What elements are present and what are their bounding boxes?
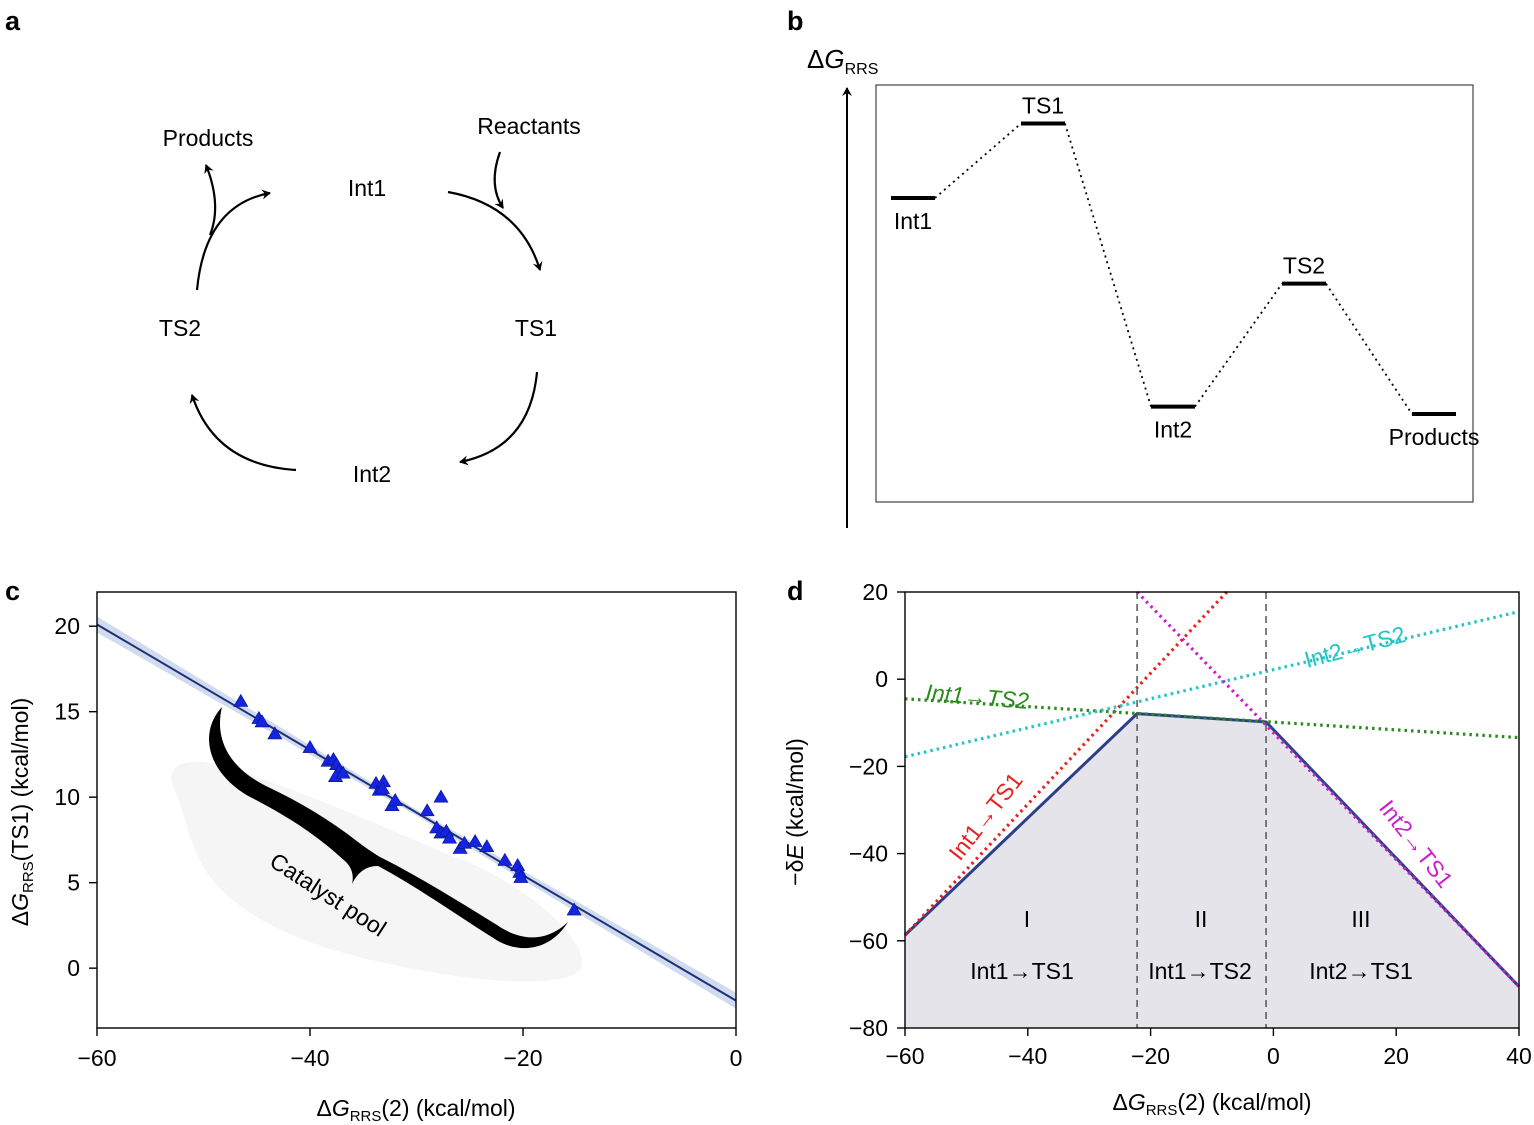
panel-d: d −60 −40 −20 0 20 40200−20−40−60−80ΔGRRS(2) … xyxy=(782,576,1532,1119)
feasible-region-fill xyxy=(905,713,1519,1028)
region-2-numeral: II xyxy=(1195,906,1208,932)
level-label-int1: Int1 xyxy=(894,208,932,234)
x-tick-label: −20 xyxy=(1131,1043,1170,1069)
data-point xyxy=(267,726,283,740)
data-point xyxy=(374,781,390,794)
arrow-products-out xyxy=(204,164,217,236)
panel-a-label: a xyxy=(5,6,21,36)
level-label-ts1: TS1 xyxy=(1022,93,1064,119)
node-reactants: Reactants xyxy=(477,113,581,139)
data-point xyxy=(254,714,270,728)
data-point xyxy=(441,830,458,844)
y-tick-label: −20 xyxy=(849,753,888,779)
profile-connector xyxy=(1194,283,1283,408)
scatter-plot: −60 −40 −20 0 0 5 10 15 20 ΔGRRS(2) (kcal/mol) ΔGR… xyxy=(7,591,743,1125)
y-tick-label: 0 xyxy=(67,955,80,981)
data-point xyxy=(335,765,351,779)
x-tick-label: −40 xyxy=(1008,1043,1047,1069)
node-int1: Int1 xyxy=(348,175,386,201)
node-products: Products xyxy=(163,125,254,151)
data-point xyxy=(497,852,513,866)
data-point xyxy=(479,839,495,853)
profile-connector xyxy=(1325,283,1413,415)
energy-profile: Int1 TS1 Int2 TS2 Products xyxy=(891,93,1480,450)
panel-d-label: d xyxy=(787,576,804,606)
data-point xyxy=(302,739,318,753)
energy-axis-title: ΔGRRS xyxy=(807,44,878,78)
node-ts2: TS2 xyxy=(159,315,201,341)
panel-c-label: c xyxy=(5,576,20,606)
y-tick-label: 5 xyxy=(67,870,80,896)
x-tick-label: −60 xyxy=(885,1043,924,1069)
x-tick-label: −60 xyxy=(77,1045,116,1071)
data-point xyxy=(467,834,483,847)
arrow-ts1-to-int2 xyxy=(459,371,539,466)
arrow-ts2-to-int1 xyxy=(195,189,271,291)
profile-frame xyxy=(875,84,1474,503)
y-tick-label: −60 xyxy=(849,928,888,954)
panel-b: b ΔGRRS Int1 TS1 Int2 TS2 Products xyxy=(787,6,1479,528)
y-tick-label: 20 xyxy=(54,613,80,639)
region-1-name: Int1→TS1 xyxy=(970,958,1074,984)
label-int2-ts2: Int2→TS2 xyxy=(1302,621,1409,673)
region-3-name: Int2→TS1 xyxy=(1309,958,1413,984)
arrow-reactants-in xyxy=(493,151,504,209)
plot-frame xyxy=(96,591,737,1029)
data-point xyxy=(513,869,529,883)
data-point xyxy=(566,902,582,916)
region-2-name: Int1→TS2 xyxy=(1148,958,1252,984)
label-int1-ts2: Int1→TS2 xyxy=(925,679,1031,714)
panel-a: a Int1 TS1 Int2 TS2 Reactants Products xyxy=(5,6,581,487)
y-tick-label: 15 xyxy=(54,699,80,725)
arrow-int2-to-ts2 xyxy=(189,394,297,472)
data-point xyxy=(456,835,472,849)
fit-line xyxy=(96,623,737,1002)
x-tick-label: 40 xyxy=(1506,1043,1532,1069)
plot-frame xyxy=(904,591,1520,1029)
region-3-numeral: III xyxy=(1351,906,1370,932)
data-point xyxy=(387,793,403,806)
y-tick-label: 10 xyxy=(54,784,80,810)
x-tick-label: 0 xyxy=(1267,1043,1280,1069)
level-label-ts2: TS2 xyxy=(1283,253,1325,279)
arrow-int1-to-ts1 xyxy=(447,190,543,271)
data-point xyxy=(433,789,449,803)
y-axis-title: −δE (kcal/mol) xyxy=(782,738,808,886)
data-point xyxy=(233,693,249,707)
node-ts1: TS1 xyxy=(515,315,557,341)
series-int1_ts1 xyxy=(903,590,1228,937)
x-axis-title: ΔGRRS(2) (kcal/mol) xyxy=(1112,1089,1311,1119)
region-1-numeral: I xyxy=(1024,906,1030,932)
y-tick-label: 0 xyxy=(875,666,888,692)
y-axis-title: ΔGRRS(TS1) (kcal/mol) xyxy=(7,698,37,927)
x-axis-title: ΔGRRS(2) (kcal/mol) xyxy=(316,1095,515,1125)
profile-connector xyxy=(934,122,1022,199)
panel-b-label: b xyxy=(787,6,804,36)
y-tick-label: −40 xyxy=(849,841,888,867)
series-int1_ts2 xyxy=(904,697,1520,740)
level-label-int2: Int2 xyxy=(1154,417,1192,443)
profile-connector xyxy=(1064,123,1152,407)
series-int2_ts1 xyxy=(1135,590,1521,988)
level-label-products: Products xyxy=(1389,424,1480,450)
panel-c: c −60 −40 −20 0 0 5 10 15 20 ΔGRRS(2) (kcal/mol) Δ… xyxy=(5,576,742,1125)
node-int2: Int2 xyxy=(353,461,391,487)
data-point xyxy=(419,803,435,817)
y-tick-label: −80 xyxy=(849,1015,888,1041)
y-tick-label: 20 xyxy=(862,579,888,605)
x-tick-label: −20 xyxy=(503,1045,542,1071)
x-tick-label: −40 xyxy=(290,1045,329,1071)
x-tick-label: 0 xyxy=(730,1045,743,1071)
series-int2_ts2 xyxy=(904,610,1520,759)
x-tick-label: 20 xyxy=(1383,1043,1409,1069)
